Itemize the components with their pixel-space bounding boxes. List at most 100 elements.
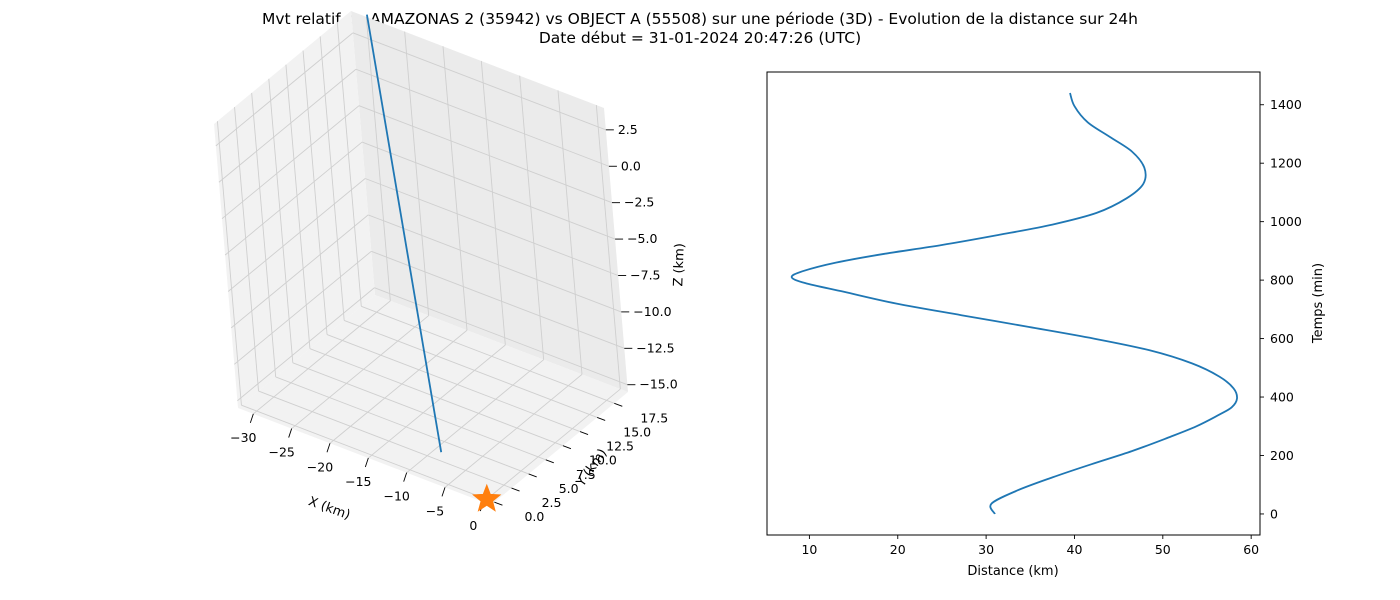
grid-line bbox=[253, 300, 391, 415]
z-axis-label: Z (km) bbox=[671, 243, 688, 287]
grid-line bbox=[291, 315, 429, 429]
grid-line bbox=[329, 329, 468, 444]
y-tick-label: 600 bbox=[1270, 331, 1294, 346]
grid-line bbox=[336, 22, 362, 307]
y-tick-label: 0 bbox=[1270, 506, 1278, 521]
z-tick-label: −15.0 bbox=[639, 377, 677, 392]
grid-line bbox=[480, 60, 506, 346]
grid-line bbox=[483, 388, 621, 503]
grid-line bbox=[368, 214, 622, 313]
y-tick-label: 1000 bbox=[1270, 214, 1302, 229]
x-tick-label: −10 bbox=[383, 489, 409, 504]
x-tick bbox=[249, 413, 254, 424]
x-tick bbox=[326, 443, 331, 453]
x-tick-label: −20 bbox=[307, 459, 333, 474]
data-layer bbox=[366, 14, 502, 512]
grid-line bbox=[595, 105, 621, 390]
grid-line bbox=[224, 141, 363, 256]
grid-line bbox=[309, 348, 564, 447]
grid-line bbox=[361, 141, 616, 240]
grid-line bbox=[368, 344, 506, 459]
y-tick bbox=[511, 487, 520, 492]
grid-line bbox=[358, 105, 613, 204]
y-tick-label: 800 bbox=[1270, 273, 1294, 288]
z-tick-label: −10.0 bbox=[633, 304, 671, 319]
z-tick-label: 0.0 bbox=[621, 158, 641, 173]
x-tick bbox=[364, 457, 369, 468]
grid-line bbox=[275, 376, 529, 475]
grid-line bbox=[326, 334, 581, 432]
x-tick-label: −15 bbox=[345, 474, 371, 489]
distance-line bbox=[790, 92, 1238, 515]
grid-line bbox=[365, 16, 391, 301]
x-tick-label: 0 bbox=[469, 518, 477, 533]
grid-line bbox=[302, 50, 328, 335]
y-axis-label: Temps (min) bbox=[1311, 263, 1326, 344]
trajectory-line bbox=[366, 14, 443, 453]
y-tick bbox=[579, 431, 589, 435]
y-tick bbox=[528, 473, 537, 478]
y-tick-label: 2.5 bbox=[542, 495, 562, 510]
x-tick-label: 50 bbox=[1155, 542, 1171, 557]
plot-frame bbox=[766, 71, 1261, 536]
grid-line bbox=[258, 390, 512, 489]
x-tick bbox=[288, 428, 293, 438]
grid-line bbox=[371, 250, 625, 349]
grid-line bbox=[230, 214, 369, 329]
y-tick-label: 7.5 bbox=[576, 467, 596, 482]
x-tick bbox=[403, 472, 408, 482]
grid-line bbox=[216, 121, 242, 406]
grid-line bbox=[344, 320, 598, 418]
grid-line bbox=[215, 32, 354, 147]
x-tick-label: 30 bbox=[978, 542, 994, 557]
grid-line bbox=[234, 107, 259, 392]
grid-line bbox=[218, 68, 357, 183]
grid-line bbox=[444, 374, 583, 488]
grid-line bbox=[268, 78, 294, 363]
x-tick-label: 40 bbox=[1067, 542, 1083, 557]
figure-title-line2: Date début = 31-01-2024 20:47:26 (UTC) bbox=[538, 29, 862, 47]
x-tick-label: 20 bbox=[890, 542, 906, 557]
y-tick bbox=[614, 402, 623, 407]
y-tick-label: 0.0 bbox=[524, 509, 544, 524]
grid-line bbox=[352, 32, 607, 131]
y-tick-label: 12.5 bbox=[606, 439, 634, 454]
z-tick-label: −12.5 bbox=[636, 340, 674, 355]
figure-title-line1: Mvt relatif de AMAZONAS 2 (35942) vs OBJ… bbox=[262, 10, 1138, 28]
y-tick-label: 15.0 bbox=[623, 424, 651, 439]
grid-line bbox=[319, 36, 345, 321]
y-tick bbox=[545, 459, 554, 464]
y-tick bbox=[562, 445, 572, 450]
x-tick-label: −5 bbox=[426, 503, 444, 518]
x-axis-ticks: 10 20 30 40 50 60 bbox=[801, 535, 1259, 557]
z-tick-label: −5.0 bbox=[627, 231, 657, 246]
star-marker bbox=[472, 483, 502, 512]
grid-line bbox=[227, 178, 366, 292]
grid-line bbox=[557, 90, 583, 375]
y-tick bbox=[494, 501, 503, 506]
z-tick-label: 2.5 bbox=[618, 122, 638, 137]
y-tick bbox=[597, 417, 606, 421]
grid-line bbox=[364, 178, 619, 276]
grid-line bbox=[285, 64, 311, 349]
y-tick-label: 1400 bbox=[1270, 97, 1302, 112]
x-tick-label: −30 bbox=[230, 430, 256, 445]
grid-line bbox=[237, 287, 375, 402]
grid-line bbox=[221, 105, 360, 220]
y-axis-ticks: 0 200 400 600 800 1000 1200 1400 bbox=[1260, 97, 1302, 521]
grid-line bbox=[234, 250, 372, 365]
data-layer bbox=[790, 92, 1238, 515]
z-tick-label: −2.5 bbox=[624, 195, 654, 210]
grid-line bbox=[292, 362, 546, 461]
grid-lines bbox=[215, 16, 628, 503]
y-tick-label: 5.0 bbox=[559, 481, 579, 496]
pane-back bbox=[351, 11, 628, 392]
grid-line bbox=[406, 359, 544, 474]
grid-line bbox=[241, 404, 495, 503]
z-tick-label: −7.5 bbox=[630, 267, 660, 282]
y-tick-label: 400 bbox=[1270, 390, 1294, 405]
grid-line bbox=[355, 68, 610, 167]
y-tick-label: 200 bbox=[1270, 448, 1294, 463]
